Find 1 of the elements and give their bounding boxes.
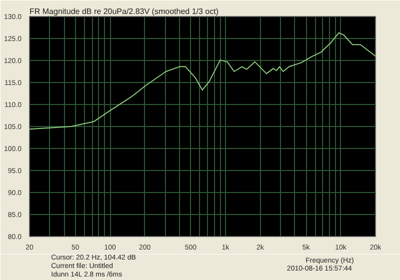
chart-title: FR Magnitude dB re 20uPa/2.83V (smoothed 1/3 oct) (30, 7, 219, 16)
